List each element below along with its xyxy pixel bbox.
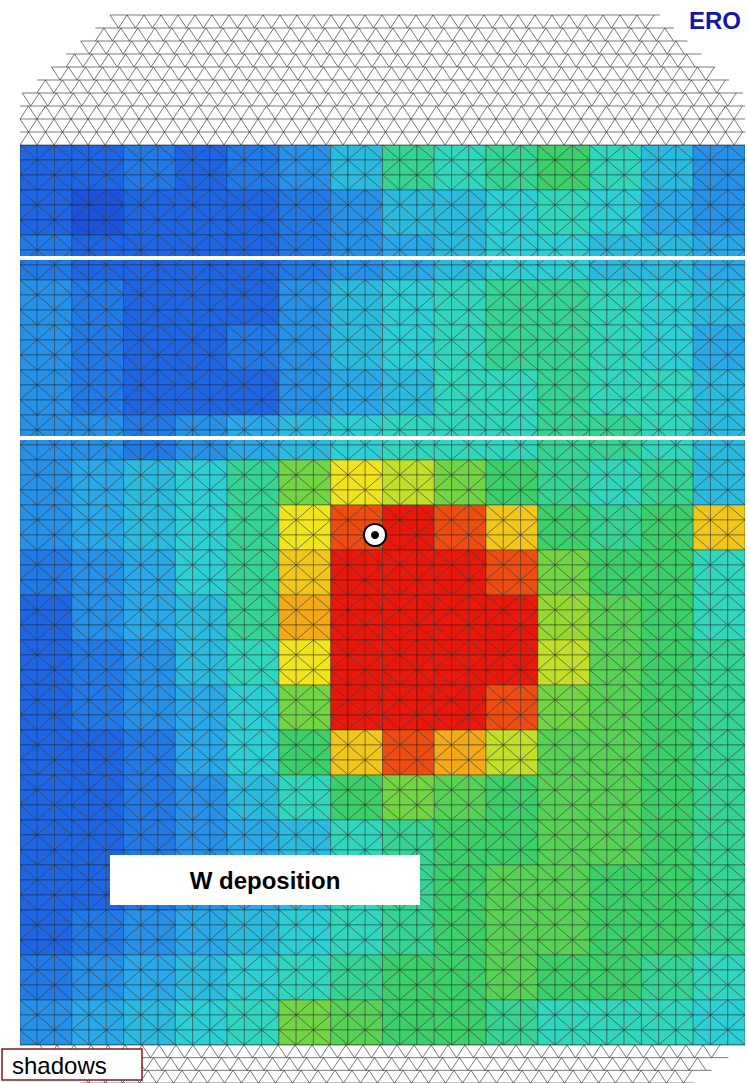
svg-text:shadows: shadows (12, 1052, 107, 1079)
svg-text:ERO: ERO (689, 7, 741, 34)
svg-text:W deposition: W deposition (190, 867, 341, 894)
